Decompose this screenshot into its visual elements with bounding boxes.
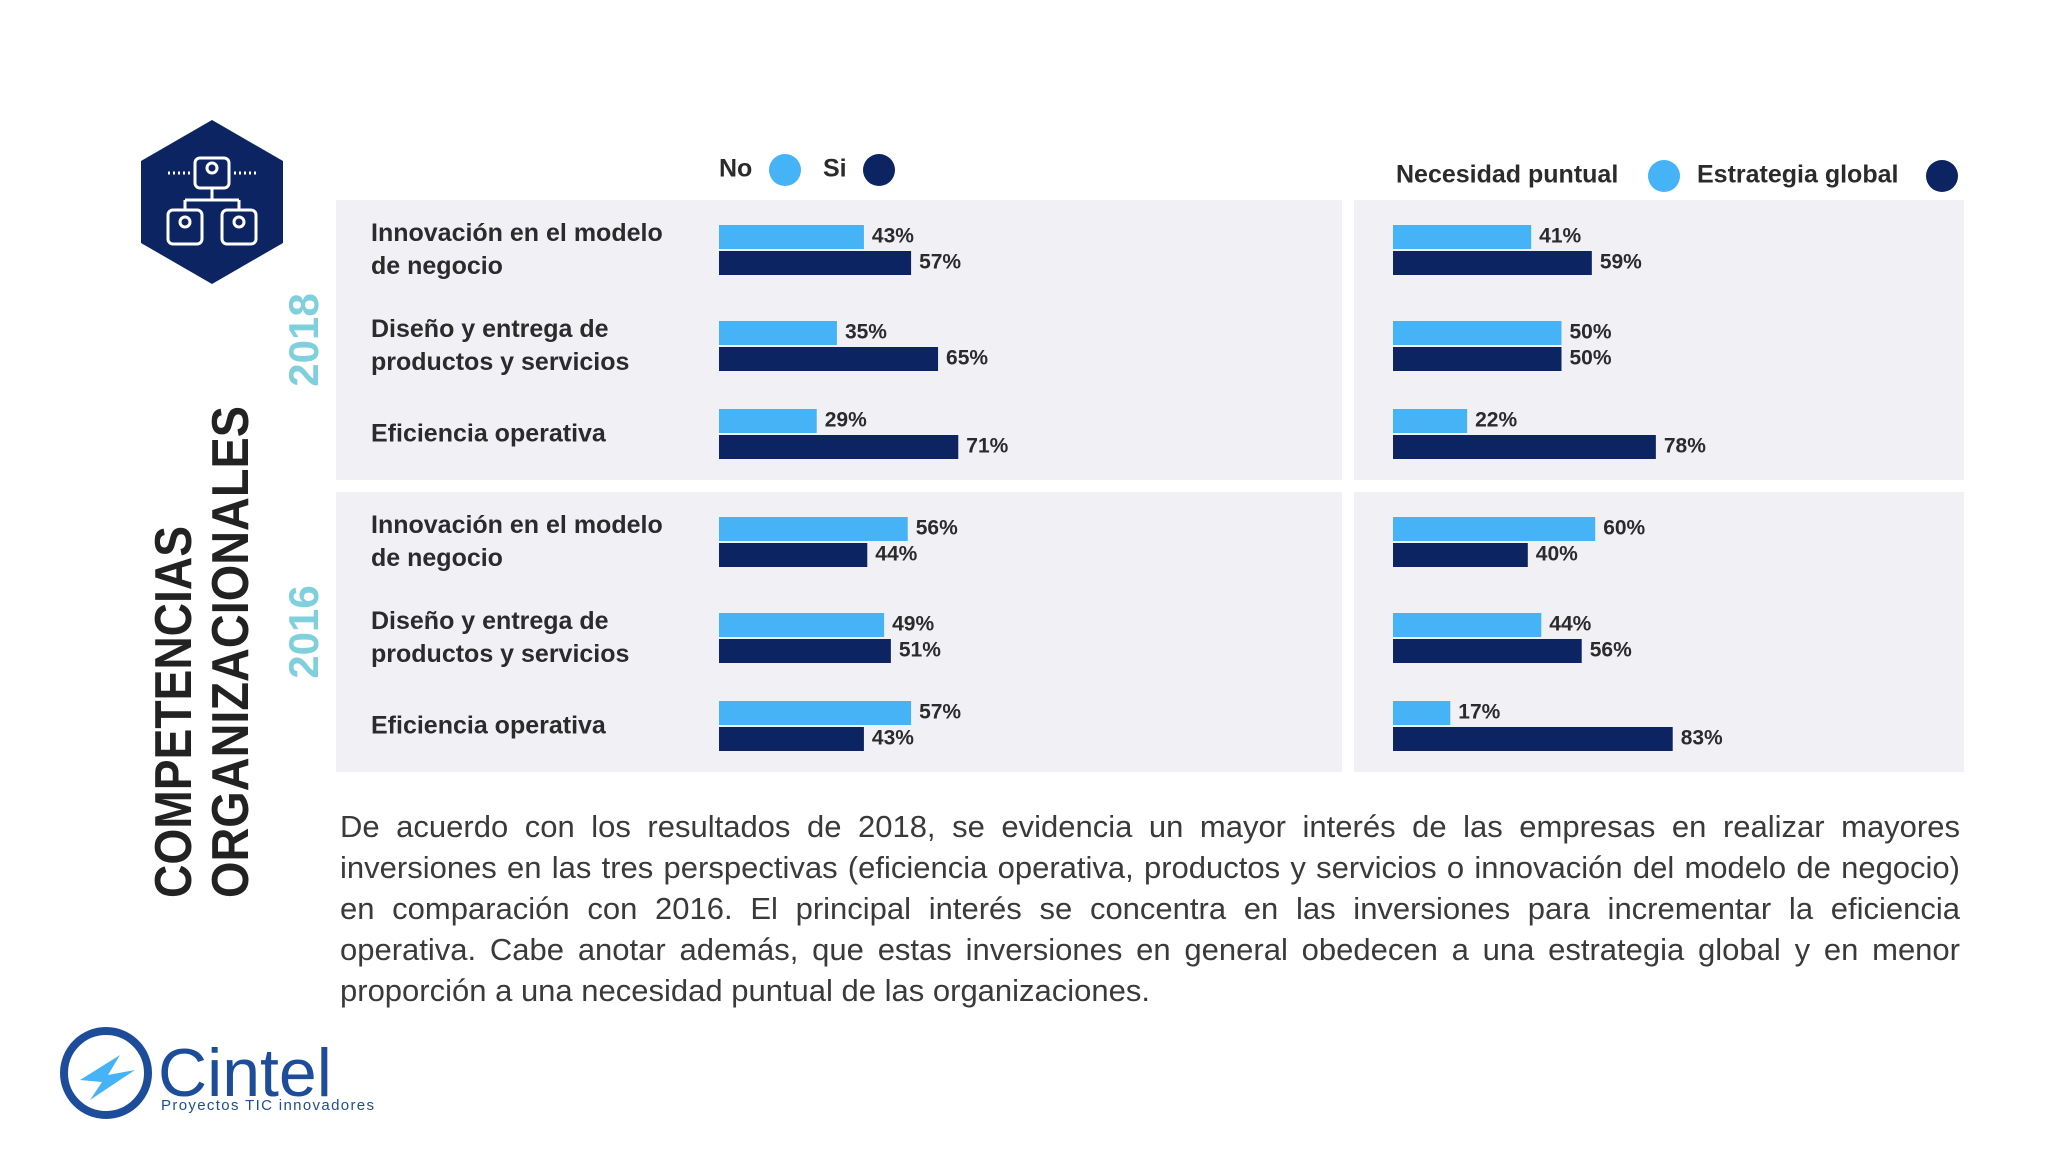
- legend-label: Estrategia global: [1697, 161, 1898, 189]
- category-label: Diseño y entrega de productos y servicio…: [371, 315, 630, 376]
- bar: [1393, 701, 1451, 725]
- legend-label: No: [719, 155, 752, 183]
- logo-mark: [60, 1027, 152, 1119]
- value-label: 29%: [825, 409, 867, 432]
- bar: [719, 517, 908, 541]
- category-label: Innovación en el modelo de negocio: [371, 219, 663, 280]
- bar: [1393, 435, 1656, 459]
- bar: [1393, 639, 1582, 663]
- bar: [719, 321, 837, 345]
- bar: [719, 409, 817, 433]
- icon-people: [166, 156, 258, 246]
- bar: [719, 543, 868, 567]
- bar: [1393, 543, 1528, 567]
- value-label: 71%: [966, 435, 1008, 458]
- bar: [719, 639, 891, 663]
- bar: [1393, 225, 1532, 249]
- value-label: 51%: [899, 639, 941, 662]
- title-line: COMPETENCIAS: [145, 526, 203, 898]
- year-label: 2018: [280, 293, 327, 386]
- logo-name: Cintel: [158, 1035, 332, 1111]
- category-label: Eficiencia operativa: [371, 419, 606, 448]
- value-label: 40%: [1536, 543, 1578, 566]
- category-label: Innovación en el modelo de negocio: [371, 511, 663, 572]
- category-label: Diseño y entrega de productos y servicio…: [371, 607, 630, 668]
- bar: [1393, 727, 1673, 751]
- legend-label: Necesidad puntual: [1396, 161, 1618, 189]
- bar: [1393, 347, 1562, 371]
- value-label: 78%: [1664, 435, 1706, 458]
- legend-swatch: [769, 154, 801, 186]
- category-label: Eficiencia operativa: [371, 711, 606, 740]
- value-label: 17%: [1458, 701, 1500, 724]
- paragraph: De acuerdo con los resultados de 2018, s…: [340, 809, 1960, 1008]
- bar: [1393, 517, 1596, 541]
- legend-label: Si: [823, 155, 847, 183]
- value-label: 60%: [1603, 517, 1645, 540]
- value-label: 56%: [916, 517, 958, 540]
- value-label: 59%: [1600, 251, 1642, 274]
- value-label: 41%: [1539, 225, 1581, 248]
- logo-bolt: [80, 1055, 135, 1100]
- value-label: 57%: [919, 701, 961, 724]
- value-label: 49%: [892, 613, 934, 636]
- year-label: 2016: [280, 585, 327, 678]
- bar: [719, 701, 912, 725]
- value-label: 57%: [919, 251, 961, 274]
- logo-tagline: Proyectos TIC innovadores: [161, 1097, 374, 1114]
- title-line: ORGANIZACIONALES: [202, 406, 260, 898]
- bar: [1393, 613, 1542, 637]
- value-label: 43%: [872, 225, 914, 248]
- value-label: 35%: [845, 321, 887, 344]
- value-label: 22%: [1475, 409, 1517, 432]
- bar: [719, 225, 864, 249]
- icon-hexagon: [141, 120, 283, 284]
- bar: [719, 347, 939, 371]
- bar: [719, 727, 864, 751]
- value-label: 83%: [1681, 727, 1723, 750]
- value-label: 44%: [875, 543, 917, 566]
- legend-swatch: [1926, 160, 1958, 192]
- bar: [1393, 251, 1592, 275]
- legend-swatch: [1648, 160, 1680, 192]
- value-label: 50%: [1570, 347, 1612, 370]
- bar: [719, 251, 912, 275]
- bar: [719, 613, 885, 637]
- bar: [1393, 321, 1562, 345]
- bar: [1393, 409, 1468, 433]
- value-label: 65%: [946, 347, 988, 370]
- legend-swatch: [863, 154, 895, 186]
- value-label: 50%: [1570, 321, 1612, 344]
- bar: [719, 435, 959, 459]
- value-label: 44%: [1549, 613, 1591, 636]
- value-label: 56%: [1590, 639, 1632, 662]
- value-label: 43%: [872, 727, 914, 750]
